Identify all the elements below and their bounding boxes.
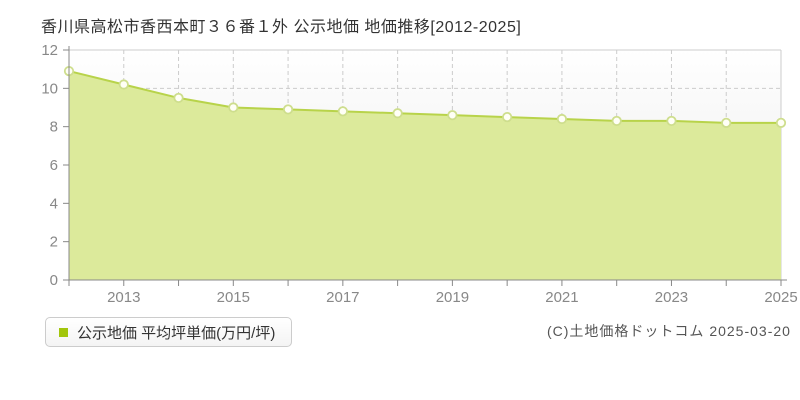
copyright-text: (C)土地価格ドットコム 2025-03-20	[547, 323, 791, 339]
x-axis-label: 2025	[764, 289, 797, 306]
data-point	[502, 111, 513, 123]
legend-box: 公示地価 平均坪単価(万円/坪)	[45, 317, 293, 347]
y-axis-label: 10	[41, 80, 58, 97]
data-point	[721, 117, 732, 128]
data-point	[556, 113, 568, 125]
data-point	[611, 115, 622, 127]
data-point	[173, 92, 184, 104]
y-axis-label: 0	[50, 272, 58, 289]
data-point	[392, 108, 403, 119]
y-axis-label: 8	[50, 119, 58, 136]
price-area-series	[69, 71, 781, 280]
data-point	[447, 110, 458, 121]
price-trend-chart: 0 2 4 6 8 10 12 2013 2015 2017 2019 2021 2023 2025	[41, 42, 797, 306]
data-point	[337, 106, 348, 117]
x-axis-label: 2017	[326, 289, 359, 306]
data-point	[282, 104, 294, 115]
legend-label: 公示地価 平均坪単価(万円/坪)	[77, 324, 276, 342]
x-axis-label: 2015	[217, 289, 250, 306]
y-axis-label: 4	[50, 195, 58, 212]
x-axis-label: 2021	[545, 289, 578, 306]
page-title: 香川県高松市香西本町３６番１外 公示地価 地価推移[2012-2025]	[41, 19, 522, 36]
y-axis-label: 2	[50, 234, 58, 251]
x-axis-label: 2019	[436, 289, 469, 306]
legend-bullet-icon	[59, 327, 68, 337]
data-point	[666, 115, 677, 127]
data-point	[118, 79, 129, 90]
y-axis-label: 6	[50, 157, 58, 174]
data-point	[775, 117, 787, 128]
data-point	[228, 102, 239, 113]
x-axis-label: 2023	[655, 289, 688, 306]
x-axis-label: 2013	[107, 289, 140, 306]
trend-line	[68, 70, 781, 124]
y-axis-label: 12	[41, 42, 58, 59]
